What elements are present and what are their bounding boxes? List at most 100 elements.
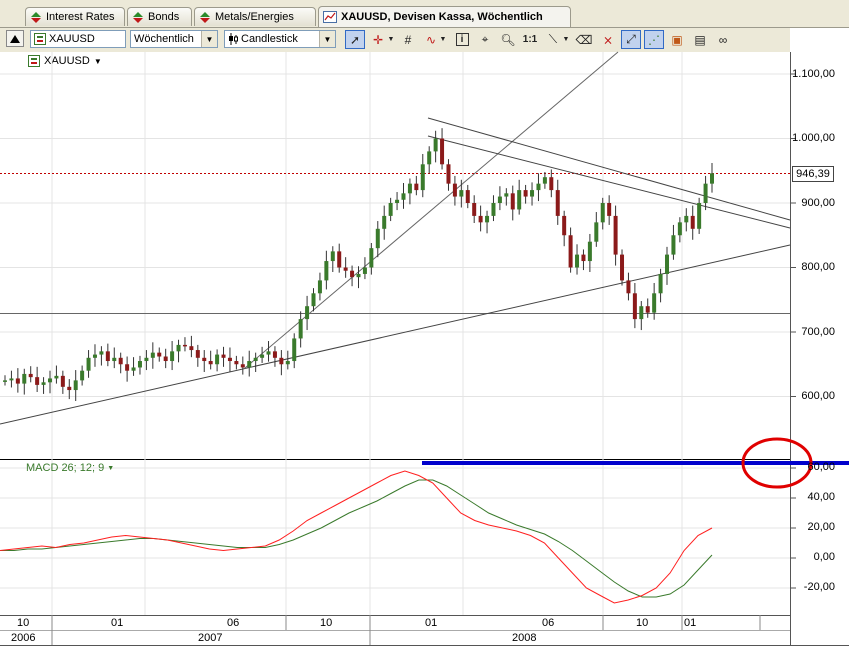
tab-label: Metals/Energies bbox=[215, 11, 294, 23]
collapse-up-button[interactable] bbox=[6, 30, 24, 47]
chart-icon bbox=[323, 11, 337, 23]
lower-trend-line bbox=[427, 135, 791, 229]
candle-body bbox=[613, 215, 618, 255]
candle-body bbox=[407, 183, 412, 194]
zoom-reset-button[interactable]: 1:1 bbox=[520, 30, 540, 49]
year-label: 2006 bbox=[11, 632, 36, 644]
pattern-icon: ⋰ bbox=[648, 32, 660, 47]
candle-body bbox=[3, 380, 7, 382]
candle-body bbox=[562, 215, 567, 236]
candle-body bbox=[478, 215, 483, 223]
chevron-down-icon: ▼ bbox=[107, 464, 115, 472]
tab-bonds[interactable]: Bonds bbox=[127, 7, 192, 26]
candle-body bbox=[272, 351, 277, 358]
candle-body bbox=[382, 215, 387, 229]
candle-body bbox=[369, 248, 374, 268]
candle-body bbox=[440, 138, 445, 165]
templates-button[interactable]: ▣ bbox=[667, 30, 687, 49]
candle-body bbox=[131, 367, 136, 371]
candle-body bbox=[587, 241, 592, 262]
tab-interest-rates[interactable]: Interest Rates bbox=[25, 7, 125, 26]
indicator-dropdown[interactable]: ▼ bbox=[438, 30, 448, 49]
candle-body bbox=[620, 254, 625, 281]
pattern-button[interactable]: ⋰ bbox=[644, 30, 664, 49]
info-button[interactable]: i bbox=[452, 30, 472, 49]
line-tool-button[interactable]: ⟍ bbox=[543, 30, 563, 49]
candle-body bbox=[253, 357, 258, 362]
symbol-icon bbox=[34, 33, 46, 45]
tab-metals-energies[interactable]: Metals/Energies bbox=[194, 7, 316, 26]
candle-body bbox=[536, 183, 541, 191]
candle-body bbox=[67, 386, 72, 391]
chart-properties-button[interactable]: ▤ bbox=[690, 30, 710, 49]
crosshair-tool-button[interactable]: ✛ bbox=[368, 30, 388, 49]
candle-body bbox=[542, 177, 547, 184]
tab-bar: Interest Rates Bonds Metals/Energies XAU… bbox=[0, 0, 849, 28]
price-tick-label: 900,00 bbox=[801, 197, 835, 209]
price-tick-label: 1.100,00 bbox=[792, 68, 835, 80]
candle-body bbox=[170, 351, 175, 362]
instrument-label[interactable]: XAUUSD ▼ bbox=[28, 55, 102, 67]
templates-icon: ▣ bbox=[671, 32, 683, 47]
trendline-icon: ⤢ bbox=[626, 32, 636, 46]
candle-body bbox=[35, 377, 40, 385]
macd-indicator-label[interactable]: MACD 26; 12; 9 ▼ bbox=[26, 462, 114, 474]
candle-body bbox=[28, 373, 33, 378]
tab-xauusd-chart[interactable]: XAUUSD, Devisen Kassa, Wöchentlich bbox=[318, 6, 571, 27]
chart-type-select[interactable]: Candlestick ▼ bbox=[224, 30, 336, 48]
candle-body bbox=[497, 196, 502, 203]
symbol-combo[interactable]: XAUUSD bbox=[30, 30, 126, 48]
trendline-mode-button[interactable]: ⤢ bbox=[621, 30, 641, 49]
glasses-button[interactable]: ∞ bbox=[713, 30, 733, 49]
candle-body bbox=[125, 364, 130, 371]
macd-tick-label: 0,00 bbox=[813, 551, 835, 563]
zoom-button[interactable]: 🔍︎ bbox=[498, 30, 518, 49]
crosshair-dropdown[interactable]: ▼ bbox=[386, 30, 396, 49]
candle-body bbox=[311, 293, 316, 307]
candle-body bbox=[195, 350, 200, 358]
chart-type-value: Candlestick bbox=[241, 33, 298, 45]
month-label: 10 bbox=[636, 617, 649, 629]
candle-body bbox=[645, 306, 650, 313]
candle-body bbox=[639, 306, 644, 320]
delete-drawings-button[interactable]: ⨯ bbox=[598, 30, 618, 49]
indicator-button[interactable]: ∿ bbox=[421, 30, 441, 49]
chevron-down-icon: ▼ bbox=[93, 56, 102, 66]
macd-tick-label: 20,00 bbox=[807, 521, 835, 533]
eraser-button[interactable]: ⌫ bbox=[574, 30, 594, 49]
month-label: 10 bbox=[17, 617, 30, 629]
long-trend-line bbox=[0, 244, 791, 425]
candle-body bbox=[427, 151, 432, 165]
year-label: 2008 bbox=[512, 632, 537, 644]
candle-body bbox=[362, 267, 367, 274]
chevron-down-icon[interactable]: ▼ bbox=[201, 31, 217, 47]
candle-body bbox=[414, 183, 419, 191]
candle-body bbox=[279, 357, 284, 365]
candle-body bbox=[491, 203, 496, 216]
annotation-circle bbox=[741, 437, 813, 489]
pointer-tool-button[interactable]: ➚ bbox=[345, 30, 365, 49]
candle-body bbox=[549, 177, 554, 191]
year-label: 2007 bbox=[198, 632, 223, 644]
cursor-arrow-icon: ➚ bbox=[349, 32, 361, 47]
grid-button[interactable]: # bbox=[398, 30, 418, 49]
candle-body bbox=[703, 183, 708, 203]
candle-body bbox=[260, 354, 265, 358]
symbol-value: XAUUSD bbox=[49, 33, 95, 45]
interval-value: Wöchentlich bbox=[134, 33, 194, 45]
steep-trend-line bbox=[244, 51, 619, 369]
chevron-down-icon[interactable]: ▼ bbox=[319, 31, 335, 47]
candle-body bbox=[677, 222, 682, 236]
candle-body bbox=[530, 190, 535, 197]
macd-tick-label: -20,00 bbox=[803, 581, 835, 593]
candle-body bbox=[575, 254, 580, 268]
candle-body bbox=[317, 280, 322, 294]
candle-body bbox=[395, 199, 400, 203]
candle-body bbox=[176, 344, 181, 352]
instrument-name: XAUUSD bbox=[44, 55, 90, 67]
candle-body bbox=[581, 254, 586, 262]
line-tool-dropdown[interactable]: ▼ bbox=[561, 30, 571, 49]
interval-select[interactable]: Wöchentlich ▼ bbox=[130, 30, 218, 48]
trend-arrows-icon bbox=[30, 11, 42, 23]
marker-button[interactable]: ⌖ bbox=[475, 30, 495, 49]
